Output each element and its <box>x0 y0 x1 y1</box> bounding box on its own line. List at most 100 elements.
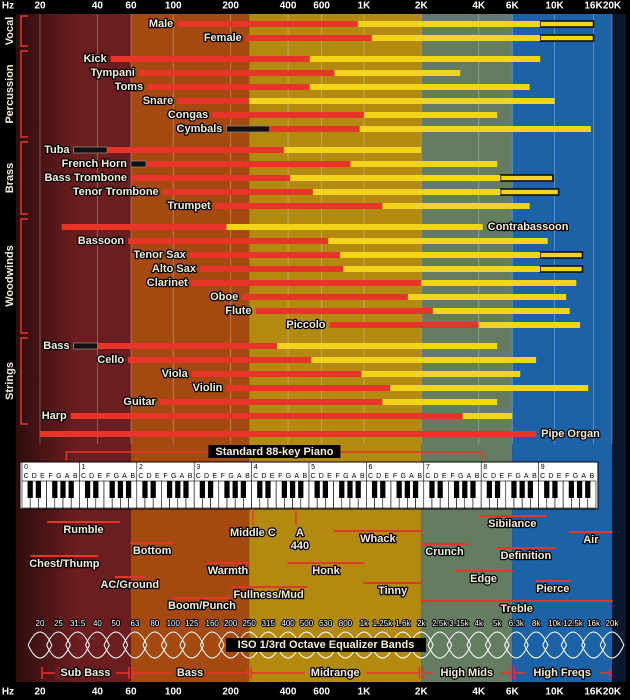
harmonics-bar <box>283 147 422 153</box>
iso-title: ISO 1/3rd Octave Equalizer Bands <box>238 639 415 651</box>
instrument-label: Trumpet <box>167 200 211 212</box>
extended-range <box>73 146 108 154</box>
x-tick-label: 20K <box>603 687 622 698</box>
instrument-label: Bass <box>43 340 69 352</box>
harmonics-bar <box>432 308 570 314</box>
octave-label: 6 <box>369 464 373 471</box>
iso-band-label: 2.5k <box>432 619 448 628</box>
term-label: Crunch <box>425 546 464 558</box>
group-label: Vocal <box>4 17 16 46</box>
note-letter: E <box>98 473 103 480</box>
instrument-label: Tenor Trombone <box>73 186 159 198</box>
iso-band <box>427 631 453 659</box>
x-tick-label: 100 <box>165 687 182 698</box>
iso-band <box>103 631 129 659</box>
iso-band-label: 400 <box>281 619 295 628</box>
x-tick-label: 6K <box>506 1 520 12</box>
harmonics-bar <box>350 161 498 167</box>
note-letter: F <box>106 473 110 480</box>
term-label: Warmth <box>208 565 249 577</box>
instrument-label: Alto Sax <box>152 263 197 275</box>
black-key <box>519 481 525 498</box>
x-tick-label: 40 <box>92 1 104 12</box>
iso-band-label: 200 <box>224 619 238 628</box>
note-letter: E <box>40 473 45 480</box>
note-letter: F <box>508 473 512 480</box>
black-key <box>35 481 42 498</box>
extended-range <box>539 265 584 273</box>
instrument-label: Female <box>204 32 242 44</box>
harmonics-bar <box>462 413 513 419</box>
harmonics-bar <box>390 385 589 391</box>
black-key <box>281 481 288 498</box>
x-tick-label: 40 <box>92 687 104 698</box>
harmonics-bar <box>226 224 483 230</box>
iso-band-label: 315 <box>262 619 276 628</box>
term-label: Boom/Punch <box>168 600 236 612</box>
harmonics-bar <box>311 357 537 363</box>
note-letter: B <box>360 473 365 480</box>
note-letter: F <box>49 473 53 480</box>
black-key <box>27 481 33 498</box>
iso-band <box>27 631 53 659</box>
iso-band-label: 20k <box>606 619 620 628</box>
region-label: High Freqs <box>533 667 590 679</box>
note-letter: E <box>557 473 562 480</box>
term-label: Honk <box>312 565 340 577</box>
fundamental-bar <box>40 431 537 437</box>
x-axis-label: Hz <box>2 687 14 698</box>
black-key <box>93 481 99 498</box>
note-letter: C <box>196 473 201 480</box>
fundamental-bar <box>97 343 278 349</box>
harmonics-bar <box>357 21 541 27</box>
note-letter: C <box>24 473 29 480</box>
iso-band-label: 10k <box>548 619 562 628</box>
note-letter: F <box>393 473 397 480</box>
harmonics-bar <box>359 126 591 132</box>
x-tick-label: 10K <box>545 1 564 12</box>
note-letter: D <box>548 473 553 480</box>
iso-band <box>484 631 510 659</box>
black-key <box>142 481 148 498</box>
harmonics-bar <box>361 371 521 377</box>
black-key <box>125 481 132 498</box>
note-letter: E <box>442 473 447 480</box>
fundamental-bar <box>177 21 358 27</box>
instrument-label: Bass Trombone <box>44 172 127 184</box>
x-tick-label: 1K <box>358 687 372 698</box>
x-tick-label: 100 <box>165 1 182 12</box>
term-label: Fullness/Mud <box>233 589 303 601</box>
octave-label: 7 <box>426 464 430 471</box>
instrument-label: Bassoon <box>78 235 125 247</box>
harmonics-bar <box>371 35 541 41</box>
octave-label: 3 <box>196 464 200 471</box>
term-label: Air <box>583 534 599 546</box>
note-letter: C <box>540 473 545 480</box>
note-letter: C <box>483 473 488 480</box>
black-key <box>183 481 189 498</box>
group-label: Strings <box>4 362 16 400</box>
marker-label: A <box>296 527 304 539</box>
note-letter: C <box>253 473 258 480</box>
iso-band-label: 1k <box>360 619 369 628</box>
note-letter: B <box>303 473 308 480</box>
x-tick-label: 2K <box>415 687 429 698</box>
x-tick-label: 16K <box>584 1 603 12</box>
note-letter: B <box>188 473 193 480</box>
fundamental-bar <box>146 161 351 167</box>
iso-band <box>466 631 492 659</box>
iso-band <box>46 631 71 659</box>
harmonics-bar <box>328 238 548 244</box>
harmonics-bar <box>309 84 530 90</box>
black-key <box>355 481 361 498</box>
instrument-label: Tuba <box>44 144 70 156</box>
note-letter: G <box>171 473 176 480</box>
region-label: Bass <box>177 667 203 679</box>
black-key <box>314 481 320 498</box>
term-label: Definition <box>501 550 552 562</box>
x-tick-label: 1K <box>358 1 372 12</box>
fundamental-bar <box>138 70 335 76</box>
note-letter: A <box>294 473 299 480</box>
region-label: Sub Bass <box>60 667 110 679</box>
